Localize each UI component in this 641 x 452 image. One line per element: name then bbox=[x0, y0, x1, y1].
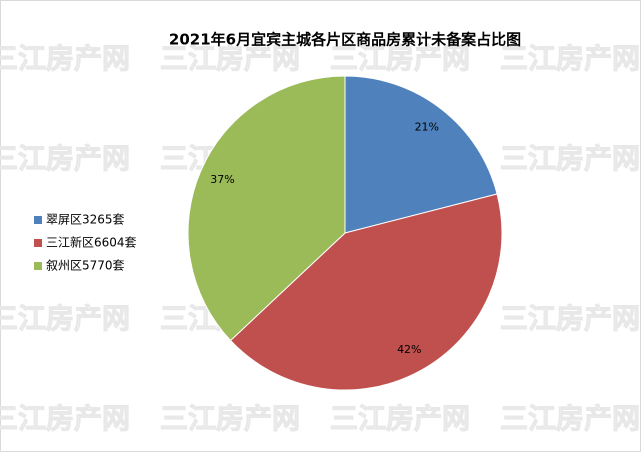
data-label: 42% bbox=[397, 343, 421, 356]
legend-label: 叙州区5770套 bbox=[46, 259, 125, 273]
chart-title: 2021年6月宜宾主城各片区商品房累计未备案占比图 bbox=[169, 31, 521, 49]
watermark: 三江房产网 bbox=[160, 42, 300, 75]
legend-label: 三江新区6604套 bbox=[46, 235, 137, 250]
watermark: 三江房产网 bbox=[0, 42, 130, 75]
watermark: 三江房产网 bbox=[500, 42, 640, 75]
legend-swatch bbox=[34, 262, 42, 270]
legend-swatch bbox=[34, 216, 42, 224]
pie-slice bbox=[344, 75, 498, 234]
pie-slice bbox=[187, 75, 346, 342]
watermark: 三江房产网 bbox=[500, 302, 640, 335]
watermark: 三江房产网 bbox=[160, 402, 300, 435]
watermark: 三江房产网 bbox=[0, 402, 130, 435]
legend-swatch bbox=[34, 239, 42, 247]
watermark: 三江房产网 bbox=[500, 402, 640, 435]
watermark: 三江房产网 bbox=[0, 142, 130, 175]
watermark: 三江房产网 bbox=[330, 402, 470, 435]
watermark: 三江房产网 bbox=[330, 42, 470, 75]
watermark: 三江房产网 bbox=[0, 302, 130, 335]
watermark: 三江房产网 bbox=[500, 142, 640, 175]
pie-slice bbox=[229, 193, 503, 391]
data-label: 21% bbox=[415, 121, 439, 134]
data-label: 37% bbox=[210, 173, 234, 186]
legend-label: 翠屏区3265套 bbox=[46, 213, 125, 227]
